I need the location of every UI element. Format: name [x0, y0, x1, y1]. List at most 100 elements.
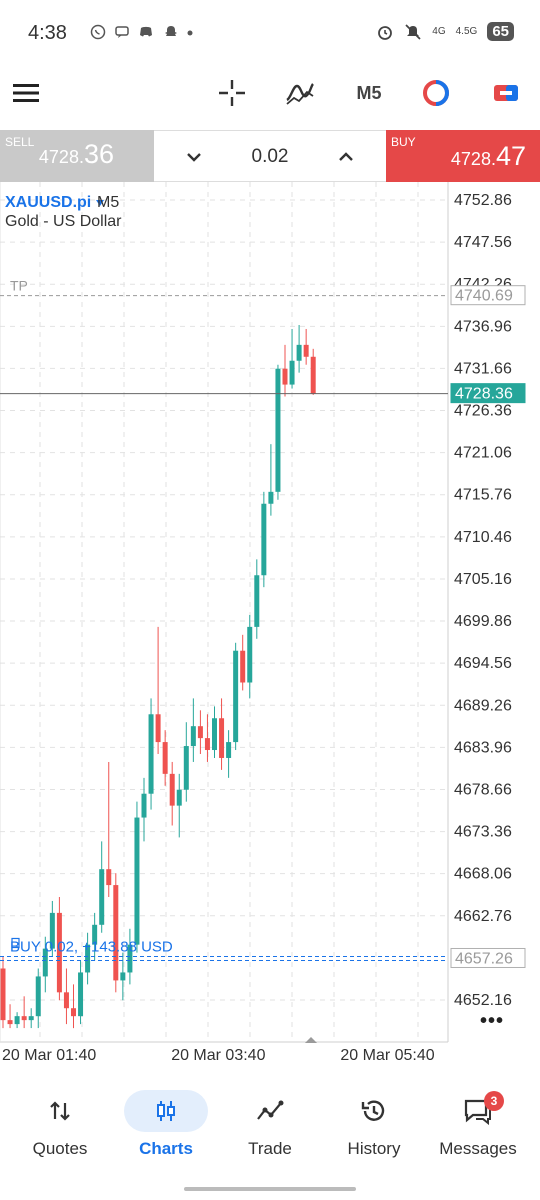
candle-body — [254, 575, 260, 627]
candle-body — [169, 773, 175, 806]
candle-body — [197, 726, 203, 739]
buy-button[interactable]: BUY 4728.47 — [386, 130, 540, 182]
candle-body — [35, 976, 41, 1017]
candle-body — [296, 344, 302, 361]
candle-body — [78, 972, 84, 1017]
objects-icon — [423, 80, 449, 106]
position-lock-icon — [11, 937, 20, 949]
tp-price-tag-box — [450, 285, 526, 306]
y-tick-label: 4662.76 — [454, 908, 512, 925]
position-price-tag-text: 4657.26 — [455, 950, 513, 967]
decrease-lot-icon[interactable] — [182, 145, 206, 169]
candle-body — [127, 944, 133, 973]
symbol-name[interactable]: XAUUSD.pi — [5, 194, 104, 212]
y-tick-label: 4752.86 — [454, 192, 512, 209]
timeframe-label: M5 — [356, 82, 382, 103]
lot-size-control: 0.02 — [154, 130, 386, 182]
candle-body — [106, 869, 112, 886]
nav-quotes[interactable]: Quotes — [6, 1085, 114, 1165]
battery-indicator: 65 — [487, 22, 514, 41]
tp-label: TP — [10, 278, 28, 294]
buy-price: 4728.47 — [450, 141, 526, 171]
hamburger-menu-button[interactable] — [6, 70, 46, 116]
sell-price: 4728.36 — [38, 139, 114, 169]
symbol-timeframe: M5 — [97, 194, 120, 211]
position-price-tag-box — [450, 947, 526, 968]
candle-body — [303, 344, 309, 357]
candle-body — [247, 626, 253, 683]
candle-body — [219, 718, 225, 758]
messages-badge: 3 — [484, 1091, 504, 1111]
price-chart[interactable]: TP BUY 0.02, +143.88 USD 4752.86 4747.56 474… — [0, 182, 540, 1072]
candle-body — [71, 1008, 76, 1017]
candle-body — [28, 1016, 34, 1021]
x-tick-label: 20 Mar 01:40 — [2, 1047, 96, 1064]
candle-body — [113, 885, 119, 981]
objects-button[interactable] — [416, 70, 456, 116]
nav-label-history: History — [347, 1139, 401, 1158]
y-tick-label: 4689.26 — [454, 697, 512, 714]
whatsapp-icon — [90, 24, 106, 40]
candle-body — [282, 368, 288, 385]
crosshair-button[interactable] — [212, 70, 252, 116]
alarm-icon — [378, 25, 393, 40]
candle-body — [92, 924, 98, 945]
symbol-description: Gold - US Dollar — [5, 213, 122, 230]
lot-input[interactable]: 0.02 — [251, 146, 289, 167]
y-tick-label: 4705.16 — [454, 571, 512, 588]
y-tick-label: 4668.06 — [454, 866, 512, 883]
candle-body — [275, 368, 281, 492]
sell-button[interactable]: SELL 4728.36 — [0, 130, 154, 182]
candle-body — [183, 746, 189, 790]
y-tick-label: 4726.36 — [454, 403, 512, 420]
snapchat-icon — [164, 26, 177, 36]
candle-body — [240, 650, 246, 683]
nav-messages[interactable]: 3 Messages — [424, 1085, 532, 1165]
tp-price-tag-text: 4740.69 — [455, 288, 513, 305]
hamburger-menu-icon — [13, 84, 39, 102]
candle-body — [63, 992, 69, 1009]
network-4g: 4G — [432, 26, 446, 37]
nav-label-messages: Messages — [439, 1139, 517, 1158]
timeframe-button[interactable]: M5 — [348, 70, 390, 116]
candle-body — [42, 948, 48, 977]
discord-icon — [140, 26, 153, 37]
candle-body — [212, 718, 217, 751]
nav-history[interactable]: History — [320, 1085, 428, 1165]
candle-body — [7, 1020, 13, 1025]
candle-body — [14, 1016, 20, 1025]
candle-body — [176, 789, 182, 806]
triangle-down-icon — [95, 200, 104, 206]
status-time: 4:38 — [28, 22, 67, 44]
indicators-button[interactable] — [280, 70, 320, 116]
y-tick-label: 4694.56 — [454, 655, 512, 672]
candle-body — [85, 944, 91, 973]
y-tick-label: 4678.66 — [454, 781, 512, 798]
y-tick-label: 4715.76 — [454, 487, 512, 504]
bottom-navigation: Quotes Charts Trade History 3 Messages — [0, 1085, 540, 1175]
candle-body — [190, 726, 196, 747]
candle-body — [268, 491, 274, 504]
dot-icon — [187, 30, 193, 36]
crosshair-icon — [219, 80, 245, 106]
more-dots-icon[interactable]: ••• — [480, 1010, 505, 1032]
y-tick-label: 4731.66 — [454, 360, 512, 377]
chat-icon — [115, 26, 129, 38]
history-icon — [361, 1100, 385, 1121]
candle-body — [261, 503, 267, 576]
indicators-icon — [286, 83, 314, 105]
chart-toolbar: M5 — [0, 70, 540, 130]
candle-body — [310, 356, 316, 394]
home-indicator — [184, 1187, 356, 1191]
nav-charts[interactable]: Charts — [112, 1085, 220, 1165]
x-tick-label: 20 Mar 05:40 — [340, 1047, 434, 1064]
notification-icons — [90, 24, 193, 44]
increase-lot-icon[interactable] — [334, 145, 358, 169]
sell-label: SELL — [5, 135, 35, 149]
one-click-trade-button[interactable] — [486, 70, 526, 116]
trade-icon — [257, 1100, 284, 1120]
buy-label: BUY — [391, 135, 416, 149]
nav-trade[interactable]: Trade — [216, 1085, 324, 1165]
chart-area[interactable]: TP BUY 0.02, +143.88 USD 4752.86 4747.56 474… — [0, 182, 540, 1072]
y-tick-label: 4652.16 — [454, 992, 512, 1009]
